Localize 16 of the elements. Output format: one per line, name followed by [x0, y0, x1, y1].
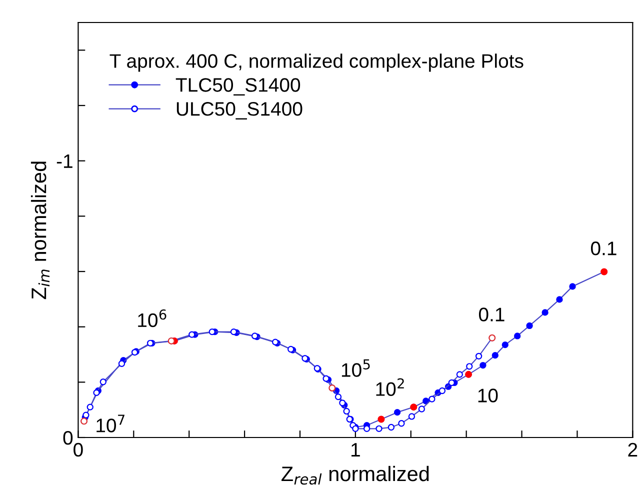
annotation: 10	[478, 388, 498, 402]
legend-label: ULC50_S1400	[176, 102, 302, 120]
annotation: 0.1	[478, 308, 504, 322]
annotation: 10$^{2}$	[376, 378, 404, 396]
x-tick-label: 2	[628, 442, 638, 456]
y-axis-title: Z$_{im}$ normalized	[30, 162, 50, 300]
x-tick-label: 0	[74, 442, 83, 457]
x-axis-title: Z$_{real}$ normalized	[282, 466, 429, 485]
annotation: 10$^{6}$	[138, 309, 166, 328]
annotation: 10$^{7}$	[96, 414, 124, 432]
y-tick-label: -1	[56, 154, 72, 168]
legend-label: TLC50_S1400	[176, 78, 300, 96]
legend-title: T aprox. 400 C, normalized complex-plane Plots	[110, 54, 524, 72]
annotation: 0.1	[590, 242, 616, 256]
x-tick-label: 1	[352, 443, 360, 456]
annotation: 10$^{5}$	[342, 359, 370, 377]
